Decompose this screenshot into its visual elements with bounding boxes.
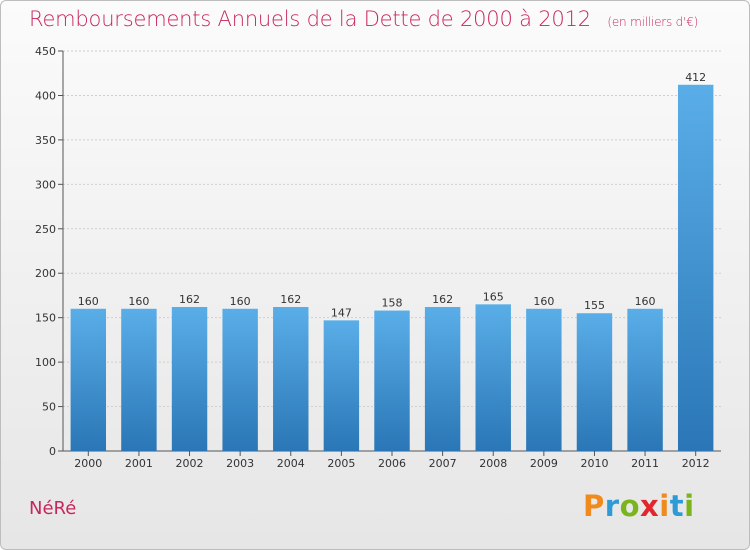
x-tick-label-2003: 2003: [226, 457, 254, 470]
y-tick-label: 350: [35, 134, 56, 147]
y-tick-label: 100: [35, 356, 56, 369]
y-tick-label: 300: [35, 178, 56, 191]
chart-subtitle: (en milliers d'€): [607, 15, 699, 29]
brand-letter: o: [619, 489, 641, 523]
brand-letter: r: [604, 489, 620, 523]
x-tick-label-2000: 2000: [74, 457, 102, 470]
brand-letter: i: [659, 489, 670, 523]
y-tick-label: 450: [35, 45, 56, 58]
data-label-2001: 160: [128, 295, 149, 308]
chart-title-text: Remboursements Annuels de la Dette de 20…: [29, 7, 591, 31]
x-tick-label-2010: 2010: [580, 457, 608, 470]
x-tick-label-2005: 2005: [327, 457, 355, 470]
bar-2011: [627, 308, 663, 451]
bars: [70, 84, 714, 452]
y-tick-label: 250: [35, 223, 56, 236]
bar-2002: [171, 307, 208, 451]
bar-2008: [475, 304, 511, 451]
data-label-2006: 158: [382, 297, 403, 310]
data-label-2007: 162: [432, 293, 453, 306]
bar-2003: [222, 308, 258, 451]
y-tick-label: 50: [42, 401, 56, 414]
brand-letter: P: [583, 489, 605, 523]
y-tick-label: 150: [35, 312, 56, 325]
x-tick-label-2011: 2011: [631, 457, 659, 470]
x-tick-label-2009: 2009: [530, 457, 558, 470]
y-tick-label: 0: [49, 445, 56, 458]
x-tick-label-2002: 2002: [176, 457, 204, 470]
brand-letter: t: [669, 489, 685, 523]
data-label-2000: 160: [78, 295, 99, 308]
bar-2007: [424, 307, 461, 451]
bar-2004: [273, 307, 309, 451]
data-label-2012: 412: [685, 71, 706, 84]
data-labels: 160 160 162 160 162 147 158 162 165 160 155 160 412: [78, 71, 706, 320]
data-label-2011: 160: [635, 295, 656, 308]
x-tick-label-2012: 2012: [682, 457, 710, 470]
bar-2012: [677, 84, 714, 452]
bar-2009: [526, 308, 562, 451]
data-label-2002: 162: [179, 293, 200, 306]
data-label-2010: 155: [584, 299, 605, 312]
bar-2010: [576, 313, 613, 451]
bar-2005: [323, 320, 360, 451]
brand-letter: x: [640, 489, 660, 523]
x-tick-label-2001: 2001: [125, 457, 153, 470]
data-label-2009: 160: [533, 295, 554, 308]
y-tick-label: 200: [35, 267, 56, 280]
data-label-2005: 147: [331, 306, 352, 319]
data-label-2003: 160: [230, 295, 251, 308]
bar-2001: [121, 308, 157, 451]
data-label-2008: 165: [483, 290, 504, 303]
place-name: NéRé: [29, 498, 77, 519]
data-label-2004: 162: [280, 293, 301, 306]
x-tick-label-2008: 2008: [479, 457, 507, 470]
x-tick-label-2004: 2004: [277, 457, 305, 470]
bar-2000: [70, 308, 107, 451]
proxiti-logo: Proxiti: [583, 489, 695, 523]
brand-letter: i: [684, 489, 695, 523]
x-tick-label-2006: 2006: [378, 457, 406, 470]
bar-2006: [374, 310, 410, 451]
y-tick-label: 400: [35, 89, 56, 102]
x-tick-label-2007: 2007: [429, 457, 457, 470]
chart-title: Remboursements Annuels de la Dette de 20…: [29, 7, 698, 31]
